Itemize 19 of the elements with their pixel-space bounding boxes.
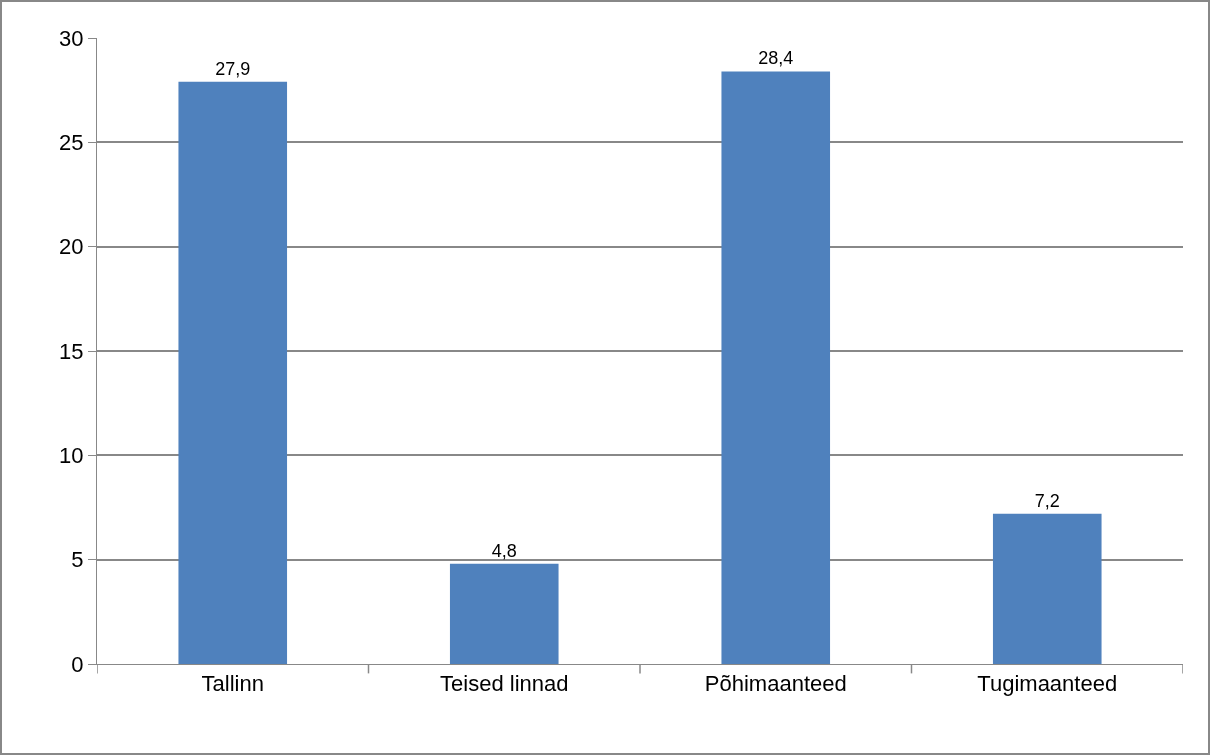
y-tick-label: 25 bbox=[59, 130, 84, 156]
bar bbox=[992, 513, 1102, 664]
data-label: 27,9 bbox=[215, 58, 251, 79]
x-tick-label: Tugimaanteed bbox=[977, 671, 1118, 697]
x-tick-label: Põhimaanteed bbox=[704, 671, 847, 697]
y-tick-label: 0 bbox=[71, 651, 84, 677]
y-tick-label: 10 bbox=[59, 443, 84, 469]
x-tick-label: Tallinn bbox=[201, 671, 264, 697]
data-label: 4,8 bbox=[491, 540, 517, 561]
y-tick-label: 15 bbox=[59, 338, 84, 364]
bar bbox=[721, 71, 831, 664]
bar bbox=[178, 81, 288, 664]
y-tick-label: 20 bbox=[59, 234, 84, 260]
y-tick-label: 30 bbox=[59, 25, 84, 51]
bar bbox=[449, 563, 559, 664]
x-tick-label: Teised linnad bbox=[440, 671, 569, 697]
data-label: 28,4 bbox=[758, 48, 794, 69]
data-label: 7,2 bbox=[1034, 490, 1060, 511]
y-tick-label: 5 bbox=[71, 547, 84, 573]
